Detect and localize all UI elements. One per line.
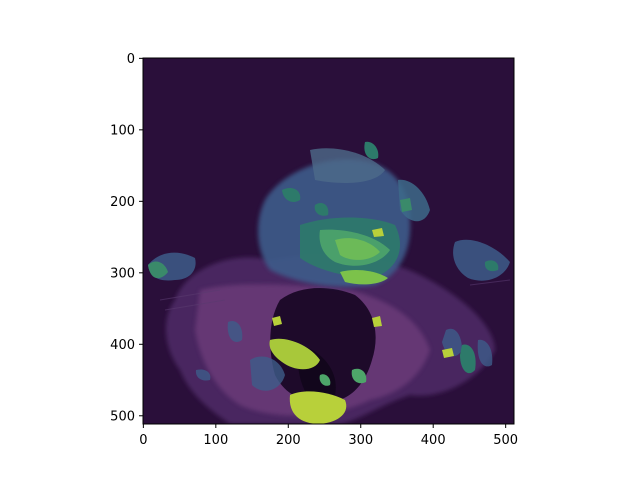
x-tick-label: 200 — [276, 433, 301, 448]
x-tick-label: 0 — [139, 433, 147, 448]
x-tick-label: 400 — [421, 433, 446, 448]
x-tick-label: 500 — [493, 433, 518, 448]
y-tick-label: 300 — [110, 266, 135, 281]
y-tick-label: 400 — [110, 338, 135, 353]
x-axis: 0 100 200 300 400 500 — [139, 424, 518, 448]
x-tick-label: 100 — [203, 433, 228, 448]
y-tick-label: 100 — [110, 123, 135, 138]
mri-image — [143, 58, 514, 424]
y-tick-label: 0 — [127, 52, 135, 67]
y-tick-label: 500 — [110, 409, 135, 424]
y-tick-label: 200 — [110, 195, 135, 210]
x-tick-label: 300 — [348, 433, 373, 448]
y-axis: 0 100 200 300 400 500 — [110, 52, 143, 424]
